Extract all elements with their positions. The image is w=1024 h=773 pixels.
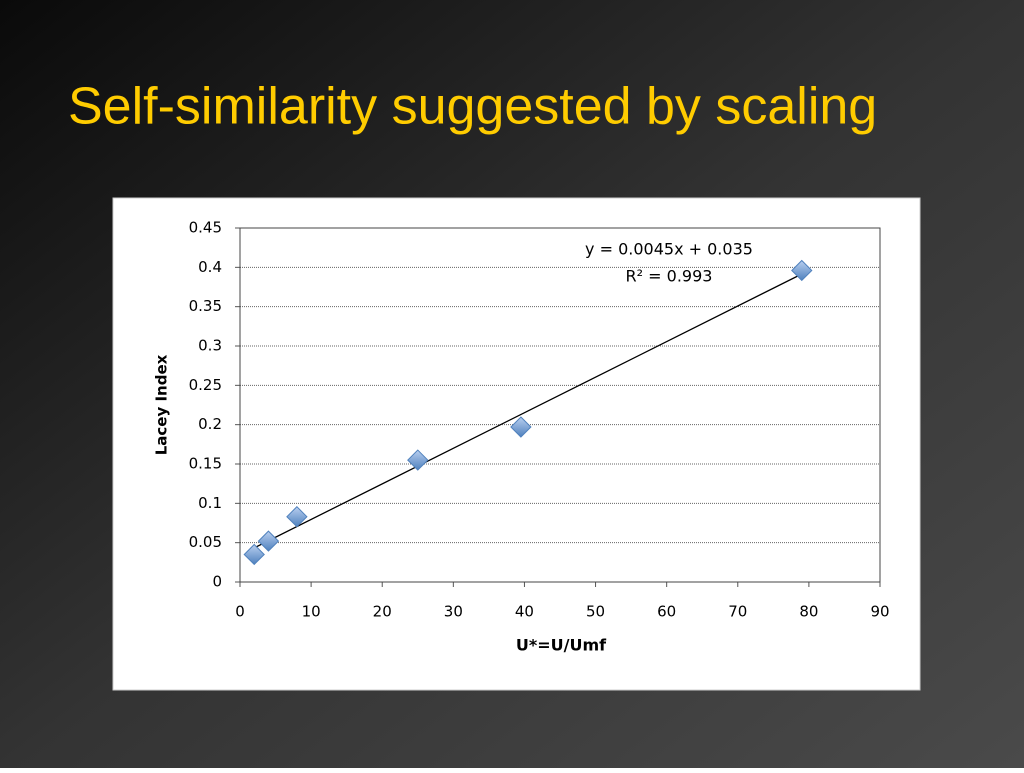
x-tick-label: 70 [728,603,747,621]
x-tick-label: 90 [870,603,889,621]
x-tick-label: 0 [235,603,245,621]
y-tick-label: 0.25 [189,376,222,394]
x-tick-label: 60 [657,603,676,621]
data-point [286,505,308,528]
annotation: y = 0.0045x + 0.035 [585,240,753,259]
y-tick-label: 0.3 [198,337,222,355]
x-tick-label: 50 [586,603,605,621]
y-tick-label: 0.15 [189,455,222,473]
y-tick-label: 0.4 [198,258,222,276]
y-tick-label: 0.05 [189,533,222,551]
trendline [253,273,803,549]
y-tick-label: 0.35 [189,297,222,315]
x-axis-label: U*=U/Umf [516,636,607,655]
y-axis-label: Lacey Index [153,354,171,455]
data-point [791,259,813,282]
slide-title: Self-similarity suggested by scaling [68,78,877,136]
data-point [243,543,265,566]
y-tick-label: 0.2 [198,415,222,433]
x-tick-label: 30 [444,603,463,621]
y-tick-label: 0.1 [198,494,222,512]
x-tick-label: 80 [799,603,818,621]
chart-area [112,197,921,691]
plot-frame [239,227,881,583]
x-tick-label: 20 [373,603,392,621]
y-tick-label: 0.45 [189,219,222,237]
data-point [407,449,429,471]
data-point [257,530,280,552]
x-tick-label: 10 [302,603,321,621]
plot: 0 0.05 0.1 0.15 0.2 0.25 0.3 0.35 0.4 0.45 0 10 20 30… [189,219,890,621]
y-tick-label: 0 [212,573,222,591]
x-tick-label: 40 [515,603,534,621]
annotation: R² = 0.993 [626,267,713,286]
data-point [510,416,532,438]
